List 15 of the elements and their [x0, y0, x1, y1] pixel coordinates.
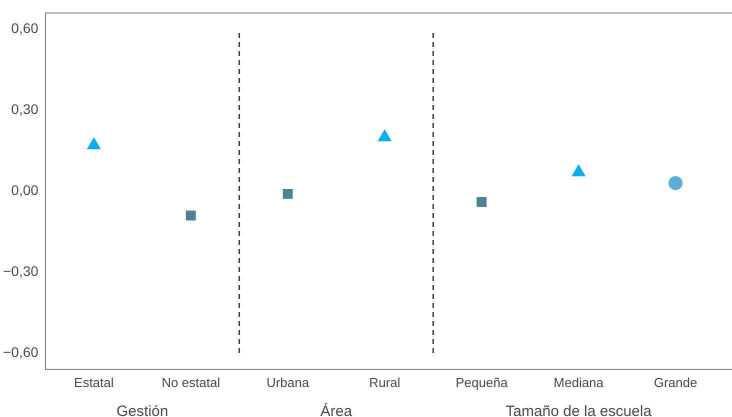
x-tick-label: Pequeña — [456, 374, 508, 390]
x-tick-label: Urbana — [266, 374, 310, 390]
x-tick-label: Estatal — [74, 374, 114, 390]
y-tick-label: −0,30 — [2, 263, 39, 280]
x-tick-label: Rural — [369, 374, 400, 390]
text: Tamaño de la escuela — [506, 403, 652, 417]
y-tick-label: 0,00 — [11, 182, 39, 198]
x-tick-label: Mediana — [554, 374, 604, 390]
y-tick-label: 0,60 — [11, 20, 39, 36]
y-tick-label: 0,30 — [11, 101, 39, 118]
text: Área — [320, 402, 353, 417]
x-tick-label: Grande — [654, 374, 698, 390]
text: Gestión — [116, 403, 168, 417]
y-tick-label: −0,60 — [2, 344, 39, 360]
x-tick-label: No estatal — [162, 374, 220, 390]
